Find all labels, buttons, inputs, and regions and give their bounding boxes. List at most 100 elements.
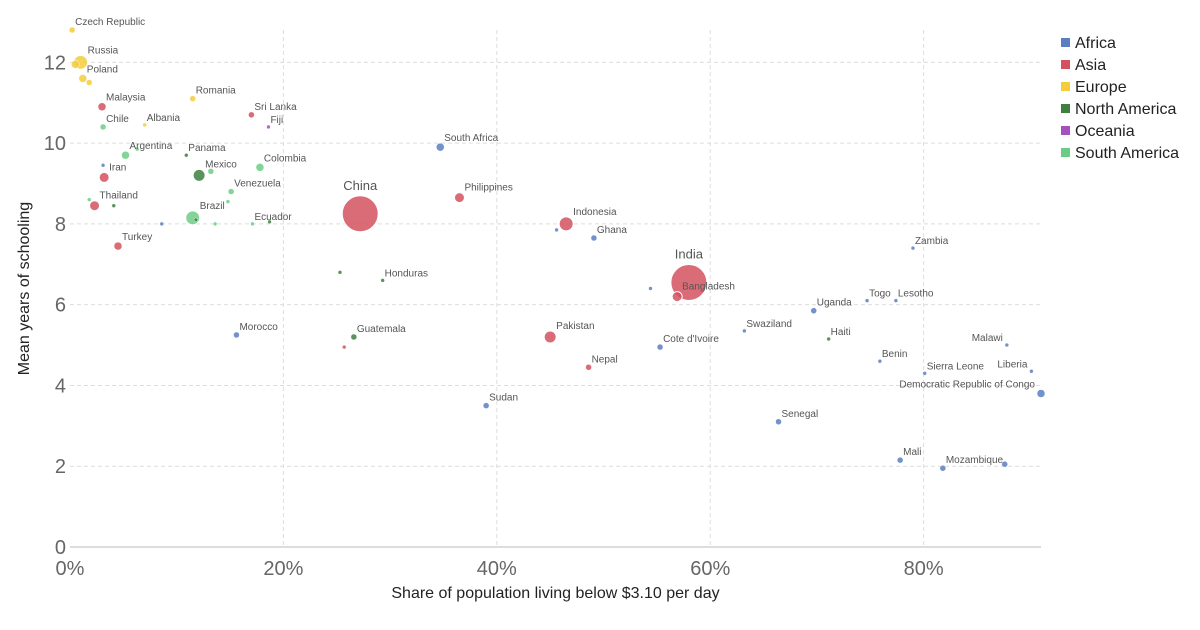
- legend-item[interactable]: Africa: [1061, 35, 1116, 52]
- data-point[interactable]: [207, 168, 215, 175]
- data-point[interactable]: [585, 364, 592, 371]
- data-point[interactable]: [111, 203, 116, 208]
- data-point[interactable]: [1004, 342, 1010, 348]
- legend-swatch: [1061, 38, 1070, 47]
- x-tick-label: 60%: [690, 558, 730, 580]
- legend-label: Africa: [1075, 35, 1116, 52]
- data-point[interactable]: [341, 344, 347, 350]
- y-axis-title: Mean years of schooling: [16, 202, 33, 375]
- data-point[interactable]: [227, 188, 235, 195]
- data-point[interactable]: [248, 111, 255, 119]
- data-point[interactable]: [98, 171, 110, 183]
- data-point[interactable]: [68, 26, 76, 34]
- data-point[interactable]: [656, 343, 664, 351]
- data-point[interactable]: [233, 331, 240, 339]
- point-label: Philippines: [464, 183, 512, 194]
- data-point[interactable]: [590, 234, 598, 242]
- data-point[interactable]: [99, 123, 107, 131]
- data-point[interactable]: [78, 74, 88, 83]
- point-label: China: [343, 178, 378, 193]
- data-point[interactable]: [225, 199, 231, 204]
- data-point[interactable]: [212, 221, 218, 227]
- data-point[interactable]: [134, 146, 140, 152]
- data-point[interactable]: [193, 217, 199, 223]
- data-point[interactable]: [670, 263, 708, 301]
- data-point[interactable]: [341, 195, 379, 233]
- data-point[interactable]: [939, 464, 947, 472]
- data-point[interactable]: [189, 95, 196, 102]
- data-point[interactable]: [482, 402, 490, 409]
- point-label: South Africa: [444, 133, 498, 144]
- data-point[interactable]: [1001, 460, 1008, 468]
- point-label: Senegal: [782, 409, 819, 420]
- legend-swatch: [1061, 82, 1070, 91]
- data-point[interactable]: [453, 192, 465, 204]
- data-point[interactable]: [554, 227, 559, 233]
- data-point[interactable]: [922, 371, 927, 376]
- data-point[interactable]: [742, 328, 747, 334]
- point-label: Sri Lanka: [254, 102, 297, 113]
- data-point[interactable]: [910, 245, 916, 251]
- x-tick-label: 80%: [904, 558, 944, 580]
- data-point[interactable]: [100, 163, 106, 168]
- point-labels: Czech Republic Russia Poland Romania Albania…: [75, 17, 1035, 466]
- data-point[interactable]: [864, 298, 870, 303]
- legend-item[interactable]: Asia: [1061, 57, 1106, 74]
- data-point[interactable]: [266, 124, 271, 130]
- data-point[interactable]: [671, 291, 683, 303]
- point-label: Mexico: [205, 159, 237, 170]
- data-point[interactable]: [896, 456, 904, 464]
- data-point[interactable]: [85, 79, 93, 86]
- y-tick-label: 4: [55, 375, 66, 397]
- data-points: [68, 26, 1046, 472]
- data-point[interactable]: [1029, 369, 1034, 374]
- legend-swatch: [1061, 126, 1070, 135]
- x-tick-label: 0%: [56, 558, 85, 580]
- point-label: Poland: [87, 64, 118, 75]
- data-point[interactable]: [255, 163, 265, 172]
- data-point[interactable]: [893, 298, 899, 303]
- point-label: India: [675, 246, 704, 261]
- data-point[interactable]: [380, 278, 385, 283]
- legend-item[interactable]: North America: [1061, 101, 1176, 118]
- data-point[interactable]: [775, 418, 782, 426]
- legend-item[interactable]: Europe: [1061, 79, 1127, 96]
- data-point[interactable]: [826, 336, 831, 342]
- data-point[interactable]: [558, 216, 574, 232]
- point-label: Democratic Republic of Congo: [899, 380, 1035, 391]
- data-point[interactable]: [543, 330, 557, 344]
- data-point[interactable]: [250, 221, 255, 227]
- data-point[interactable]: [113, 241, 123, 251]
- data-point[interactable]: [192, 168, 206, 182]
- data-point[interactable]: [86, 197, 92, 202]
- data-point[interactable]: [159, 221, 165, 227]
- data-point[interactable]: [97, 102, 107, 111]
- point-label: Thailand: [100, 191, 138, 202]
- data-point[interactable]: [350, 333, 358, 341]
- x-tick-label: 40%: [477, 558, 517, 580]
- data-point[interactable]: [89, 200, 101, 212]
- point-label: Benin: [882, 349, 908, 360]
- data-point[interactable]: [877, 358, 883, 364]
- data-point[interactable]: [185, 210, 201, 226]
- data-point[interactable]: [267, 219, 272, 225]
- data-point[interactable]: [1036, 389, 1046, 398]
- x-axis-title: Share of population living below $3.10 p…: [391, 585, 719, 602]
- point-label: Pakistan: [556, 321, 594, 332]
- legend-item[interactable]: South America: [1061, 145, 1179, 162]
- data-point[interactable]: [184, 152, 189, 158]
- legend-item[interactable]: Oceania: [1061, 123, 1135, 140]
- data-point[interactable]: [436, 142, 445, 152]
- legend-swatch: [1061, 104, 1070, 113]
- data-point[interactable]: [337, 270, 343, 275]
- data-point[interactable]: [648, 286, 653, 291]
- data-point[interactable]: [810, 307, 817, 314]
- data-point[interactable]: [71, 60, 80, 69]
- x-tick-label: 20%: [263, 558, 303, 580]
- data-point[interactable]: [121, 150, 130, 160]
- legend-swatch: [1061, 148, 1070, 157]
- data-point[interactable]: [142, 122, 147, 128]
- point-label: Fiji: [270, 115, 283, 126]
- legend[interactable]: Africa Asia Europe North America Oceania Sout…: [1061, 35, 1179, 162]
